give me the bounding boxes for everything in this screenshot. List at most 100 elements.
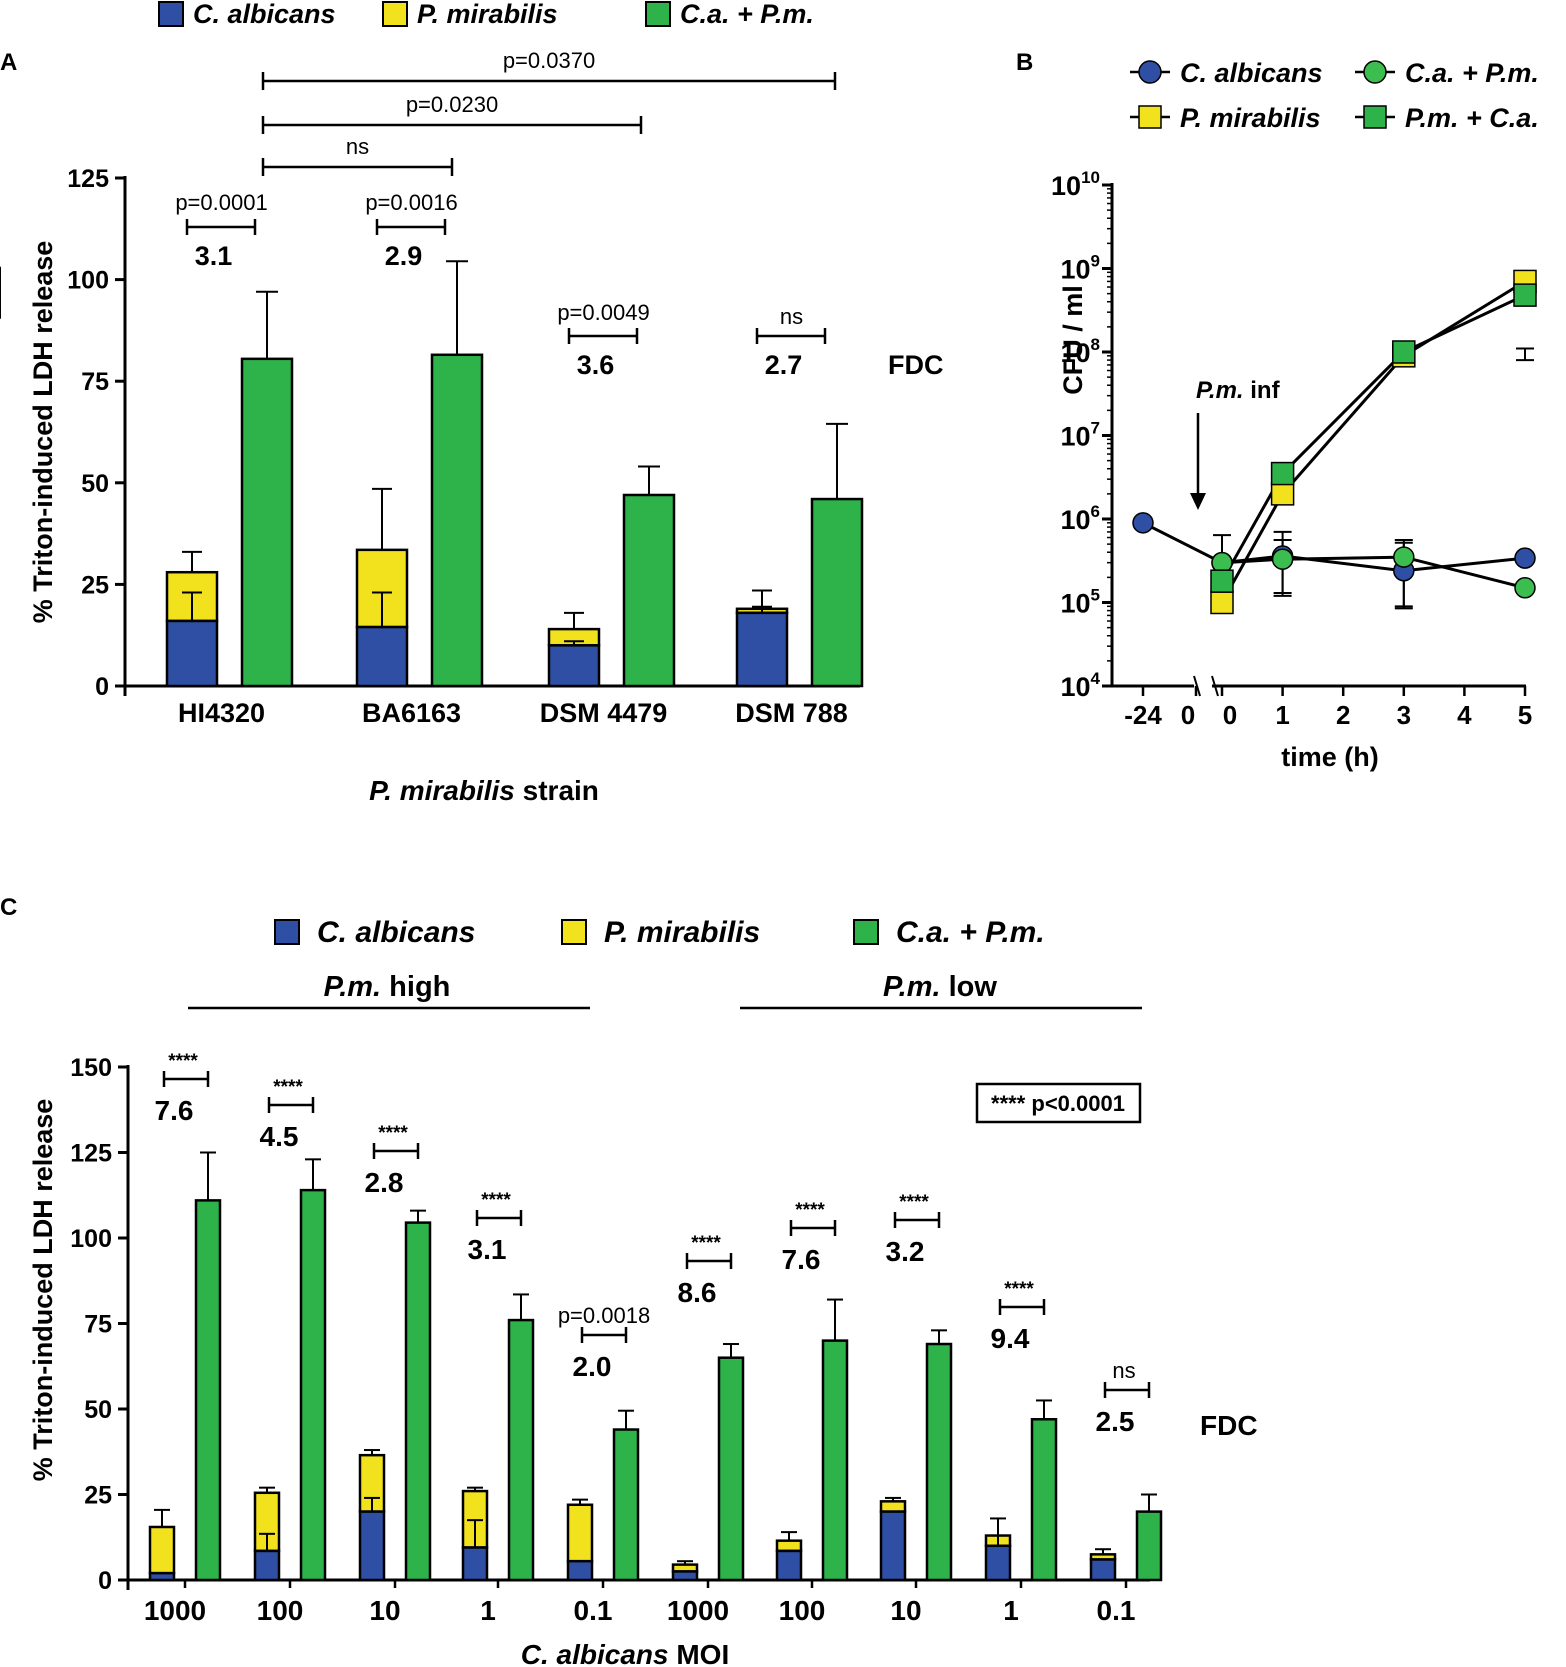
bracket-c-6: [685, 1253, 733, 1269]
x-tick-label-b-2: 0: [1181, 700, 1195, 730]
y-tick-label-b: 105: [1060, 586, 1100, 619]
bar-mix-4: [810, 497, 864, 688]
y-axis-label-b: CFU / ml: [1058, 285, 1088, 395]
y-tick-label-a: 0: [95, 673, 109, 701]
bar-c-ca-5: [566, 1559, 594, 1582]
y-tick-label-c: 125: [70, 1140, 112, 1168]
bar-mix-3: [622, 493, 676, 688]
fdc-value-a-2: 2.9: [385, 241, 423, 271]
fdc-label-c: FDC: [1200, 1410, 1258, 1441]
p-between-3: p=0.0370: [503, 48, 595, 73]
p-label-c-10: ns: [1112, 1358, 1135, 1383]
bracket-c-7: [789, 1220, 837, 1236]
fdc-value-c-7: 7.6: [782, 1244, 821, 1275]
x-tick-label-b-7: 4: [1457, 700, 1472, 730]
p-label-c-1: ****: [168, 1051, 198, 1072]
y-tick-label-c: 25: [84, 1482, 112, 1510]
bar-mix-1: [240, 357, 294, 688]
fdc-value-c-5: 2.0: [573, 1351, 612, 1382]
annotation-pm-inf: P.m. inf: [1196, 377, 1281, 404]
legend-a-swatch-3: [645, 1, 671, 27]
p-between-2: p=0.0230: [406, 92, 498, 117]
fdc-value-c-3: 2.8: [365, 1167, 404, 1198]
panel-a: A C. albicans P. mirabilis C.a. + P.m. 0 25 50…: [0, 0, 944, 806]
x-tick-label-b-4: 1: [1275, 700, 1289, 730]
x-tick-label-b-5: 2: [1336, 700, 1350, 730]
bracket-between-3: [261, 72, 837, 90]
bar-c-mix-10: [1135, 1510, 1163, 1582]
group-label-low: P.m. low: [883, 971, 997, 1003]
legend-c-swatch-2: [561, 919, 587, 945]
bar-c-ca-6: [671, 1570, 699, 1582]
bracket-between-2: [261, 116, 643, 134]
legend-b-label-2: C.a. + P.m.: [1405, 58, 1539, 88]
bracket-c-1: [162, 1071, 210, 1087]
x-tick-label-b-6: 3: [1397, 700, 1411, 730]
bar-c-ca-8: [879, 1510, 907, 1582]
x-tick-label-a-4: DSM 788: [735, 698, 848, 728]
fdc-value-c-6: 8.6: [678, 1277, 717, 1308]
p-label-a-1: p=0.0001: [175, 190, 267, 215]
x-tick-label-b-3: 0: [1223, 700, 1237, 730]
point-b-2-4: [1514, 577, 1536, 599]
fdc-value-a-4: 2.7: [765, 350, 803, 380]
y-axis-label-a: % Triton-induced LDH release: [28, 241, 58, 624]
bar-c-ca-1: [148, 1571, 176, 1582]
panel-b: B C. albicans C.a. + P.m. P. mirabilis P.m. …: [0, 49, 1539, 772]
bar-c-mix-4: [507, 1318, 535, 1582]
y-tick-label-b: 1010: [1051, 168, 1100, 201]
bar-mix-2: [430, 353, 484, 688]
fdc-value-a-3: 3.6: [577, 350, 615, 380]
legend-c-swatch-3: [853, 919, 879, 945]
x-tick-label-c-5: 0.1: [574, 1595, 613, 1626]
bracket-c-3: [372, 1143, 420, 1159]
p-label-a-2: p=0.0016: [365, 190, 457, 215]
panel-letter-c: C: [0, 894, 17, 921]
y-tick-label-c: 50: [84, 1396, 112, 1424]
x-tick-label-c-6: 1000: [667, 1595, 729, 1626]
legend-a-label-2: P. mirabilis: [417, 0, 558, 29]
legend-a-swatch-1: [158, 1, 184, 27]
bracket-c-8: [893, 1212, 941, 1228]
x-tick-label-c-1: 1000: [144, 1595, 206, 1626]
y-tick-label-a: 100: [67, 267, 109, 295]
x-tick-label-c-2: 100: [257, 1595, 304, 1626]
x-tick-label-c-4: 1: [480, 1595, 496, 1626]
legend-a-label-1: C. albicans: [193, 0, 336, 29]
fdc-value-a-1: 3.1: [195, 241, 233, 271]
x-tick-label-a-2: BA6163: [362, 698, 461, 728]
bar-c-mix-2: [299, 1188, 327, 1582]
bracket-c-5: [580, 1327, 628, 1343]
p-label-c-2: ****: [273, 1077, 303, 1098]
y-tick-label-b: 106: [1060, 502, 1100, 535]
bar-ca-3: [547, 644, 601, 688]
point-b-3-2: [1270, 482, 1295, 506]
legend-a-label-3: C.a. + P.m.: [680, 0, 814, 29]
p-label-c-3: ****: [378, 1123, 408, 1144]
bar-c-mix-7: [821, 1339, 849, 1582]
fdc-value-c-10: 2.5: [1096, 1406, 1135, 1437]
y-tick-label-a: 125: [67, 165, 109, 193]
x-tick-label-c-3: 10: [369, 1595, 400, 1626]
y-tick-label-c: 0: [98, 1567, 112, 1595]
legend-b-marker-2: [1363, 60, 1387, 84]
bracket-c-4: [475, 1210, 523, 1226]
point-b-1-5: [1514, 547, 1536, 569]
fdc-label-a: FDC: [888, 350, 944, 380]
bar-c-mix-9: [1030, 1418, 1058, 1582]
y-tick-label-a: 50: [81, 470, 109, 498]
x-tick-label-c-9: 1: [1003, 1595, 1019, 1626]
legend-b-label-3: P. mirabilis: [1180, 103, 1321, 133]
x-tick-label-b-8: 5: [1518, 700, 1532, 730]
group-label-high: P.m. high: [324, 971, 451, 1003]
fdc-value-c-9: 9.4: [991, 1323, 1030, 1354]
point-b-4-2: [1270, 461, 1295, 486]
panel-letter-b: B: [1016, 49, 1033, 76]
legend-c-swatch-1: [274, 919, 300, 945]
bar-ca-4: [735, 611, 789, 688]
bar-c-pm-8: [879, 1500, 907, 1513]
y-tick-label-b: 109: [1060, 252, 1100, 285]
bar-c-ca-7: [775, 1549, 803, 1582]
point-b-4-3: [1392, 340, 1416, 364]
